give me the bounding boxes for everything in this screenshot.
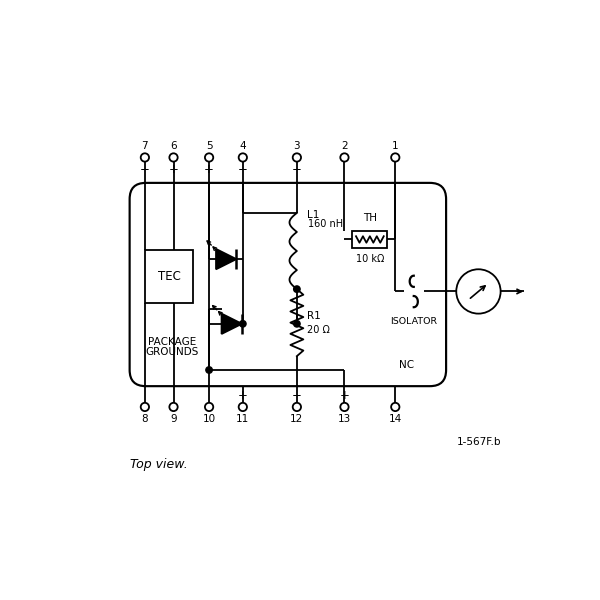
Circle shape: [205, 403, 213, 411]
Circle shape: [391, 403, 400, 411]
Text: 3: 3: [293, 141, 300, 151]
Text: R1: R1: [307, 311, 321, 321]
Polygon shape: [221, 314, 242, 334]
Circle shape: [205, 154, 213, 161]
Text: +: +: [238, 389, 248, 402]
Text: −: −: [140, 163, 150, 176]
Circle shape: [293, 320, 300, 327]
Text: 10 kΩ: 10 kΩ: [356, 254, 384, 264]
Circle shape: [141, 154, 149, 161]
Text: 20 Ω: 20 Ω: [307, 325, 330, 335]
Text: TH: TH: [363, 214, 377, 223]
Circle shape: [340, 403, 349, 411]
Circle shape: [169, 154, 178, 161]
Text: +: +: [204, 163, 214, 176]
Circle shape: [293, 403, 301, 411]
Bar: [352, 232, 388, 248]
Circle shape: [340, 154, 349, 161]
Text: +: +: [340, 389, 349, 402]
Text: −: −: [292, 163, 302, 176]
Text: +: +: [169, 163, 178, 176]
Circle shape: [293, 154, 301, 161]
Text: 1: 1: [392, 141, 398, 151]
Text: 12: 12: [290, 415, 304, 424]
Circle shape: [169, 403, 178, 411]
Text: 7: 7: [142, 141, 148, 151]
Text: 10: 10: [203, 415, 215, 424]
Text: 160 nH: 160 nH: [308, 220, 343, 229]
Text: −: −: [292, 389, 302, 402]
Text: Top view.: Top view.: [130, 458, 187, 471]
Text: 14: 14: [389, 415, 402, 424]
Text: 6: 6: [170, 141, 177, 151]
Polygon shape: [216, 249, 236, 269]
Text: 2: 2: [341, 141, 348, 151]
Text: TEC: TEC: [158, 270, 181, 283]
Circle shape: [141, 403, 149, 411]
Bar: [145, 250, 193, 303]
Text: NC: NC: [399, 361, 415, 370]
Circle shape: [293, 286, 300, 292]
Circle shape: [239, 154, 247, 161]
Text: 4: 4: [239, 141, 246, 151]
Text: −: −: [238, 163, 248, 176]
Circle shape: [456, 269, 500, 314]
Text: ISOLATOR: ISOLATOR: [390, 317, 437, 326]
Text: 5: 5: [206, 141, 212, 151]
Circle shape: [239, 403, 247, 411]
Text: 1-567F.b: 1-567F.b: [457, 437, 502, 446]
Text: PACKAGE: PACKAGE: [148, 337, 196, 347]
Text: L1: L1: [308, 210, 320, 220]
Text: 8: 8: [142, 415, 148, 424]
Circle shape: [239, 320, 246, 327]
Text: 11: 11: [236, 415, 250, 424]
Circle shape: [391, 154, 400, 161]
Text: 9: 9: [170, 415, 177, 424]
Circle shape: [206, 367, 212, 373]
Text: 13: 13: [338, 415, 351, 424]
Text: GROUNDS: GROUNDS: [145, 347, 199, 356]
